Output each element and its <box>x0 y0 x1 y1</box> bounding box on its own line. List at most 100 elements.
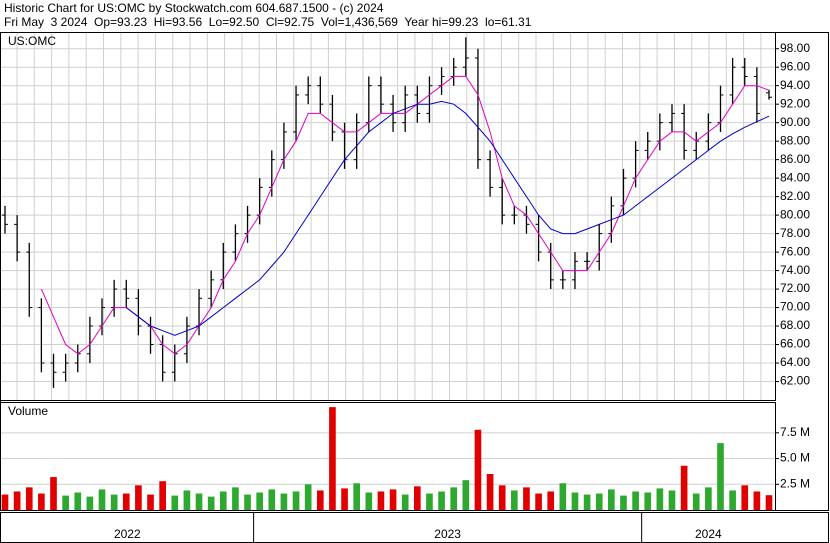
volume-bar <box>583 494 591 510</box>
y-tick-label: 98.00 <box>780 41 810 55</box>
volume-bar <box>268 489 276 510</box>
volume-bar <box>1 494 9 510</box>
volume-bar <box>183 490 191 510</box>
volume-bar <box>462 480 470 510</box>
volume-bar <box>741 485 749 510</box>
y-tick-label: 96.00 <box>780 59 810 73</box>
header-title: Historic Chart for US:OMC by Stockwatch.… <box>4 1 384 15</box>
volume-bar <box>25 487 33 510</box>
y-tick-label: 86.00 <box>780 152 810 166</box>
volume-bar <box>438 491 445 510</box>
volume-bar <box>171 495 179 510</box>
x-tick-label: 2023 <box>434 527 461 541</box>
volume-bar <box>207 496 215 510</box>
volume-bar <box>535 493 542 510</box>
volume-bar <box>50 477 57 510</box>
volume-bar <box>147 494 154 510</box>
volume-bar <box>62 495 69 510</box>
grid-layer: 62.00 64.00 66.00 68.00 70.00 72.00 74.00 76.00… <box>1 33 810 490</box>
y-tick-label: 64.00 <box>780 355 810 369</box>
x-tick-label: 2024 <box>695 527 722 541</box>
volume-bar <box>486 473 494 510</box>
y-tick-label: 78.00 <box>780 226 810 240</box>
volume-bar <box>219 491 227 510</box>
y-tick-label: 84.00 <box>780 170 810 184</box>
volume-bar <box>680 465 688 510</box>
volume-bar <box>122 493 130 510</box>
volume-bar <box>401 494 409 510</box>
volume-bar <box>692 493 700 510</box>
volume-bar <box>341 488 348 510</box>
volume-bar <box>729 490 736 510</box>
y-tick-label: 5.0 M <box>780 451 810 465</box>
volume-bar <box>110 494 118 510</box>
volume-bar <box>389 489 397 510</box>
volume-bar <box>426 493 433 510</box>
volume-bar <box>13 491 21 510</box>
volume-bar <box>159 481 166 510</box>
y-tick-label: 2.5 M <box>780 476 810 490</box>
moving-average <box>125 100 770 336</box>
y-tick-label: 90.00 <box>780 115 810 129</box>
y-tick-label: 76.00 <box>780 244 810 258</box>
volume-bar <box>292 491 300 510</box>
header-quote: Fri May 3 2024 Op=93.23 Hi=93.56 Lo=92.5… <box>4 15 532 29</box>
y-tick-label: 68.00 <box>780 318 810 332</box>
volume-bar <box>632 491 639 510</box>
volume-bar <box>135 485 142 510</box>
volume-box <box>6 405 58 419</box>
y-tick-label: 80.00 <box>780 207 810 221</box>
volume-bar <box>765 495 773 510</box>
y-tick-label: 82.00 <box>780 189 810 203</box>
volume-bar <box>329 407 336 510</box>
volume-bar <box>232 487 239 510</box>
volume-bar <box>656 488 664 510</box>
symbol-label: US:OMC <box>8 34 56 48</box>
volume-label: Volume <box>8 404 48 418</box>
volume-bar <box>571 492 579 510</box>
volume-bar <box>608 489 615 510</box>
y-tick-label: 88.00 <box>780 133 810 147</box>
volume-bar <box>316 490 324 510</box>
volume-bar <box>753 491 761 510</box>
y-tick-label: 7.5 M <box>780 425 810 439</box>
volume-bar <box>620 495 627 510</box>
volume-bar <box>644 492 652 510</box>
y-tick-label: 94.00 <box>780 78 810 92</box>
volume-bar <box>304 484 312 510</box>
volume-bar <box>498 485 506 510</box>
y-tick-label: 62.00 <box>780 374 810 388</box>
volume-bar <box>523 487 530 510</box>
y-tick-label: 66.00 <box>780 337 810 351</box>
volume-bar <box>244 494 251 510</box>
volume-bar <box>668 490 676 510</box>
moving-average <box>40 75 770 355</box>
volume-bar <box>377 491 385 510</box>
volume-bar <box>74 492 82 510</box>
y-tick-label: 92.00 <box>780 96 810 110</box>
volume-bar <box>365 492 373 510</box>
volume-bar <box>280 493 288 510</box>
volume-bar <box>717 443 724 510</box>
volume-bar <box>547 491 555 510</box>
volume-bar <box>511 490 518 510</box>
volume-bar <box>98 489 106 510</box>
x-tick-label: 2022 <box>114 527 141 541</box>
volume-bar <box>450 487 458 510</box>
y-tick-label: 72.00 <box>780 281 810 295</box>
volume-bar <box>86 496 94 510</box>
y-tick-label: 70.00 <box>780 300 810 314</box>
volume-bar <box>559 483 567 510</box>
volume-bar <box>256 492 263 510</box>
volume-bar <box>195 493 203 510</box>
outer-frame <box>0 32 829 511</box>
volume-bar <box>353 483 361 510</box>
volume-bar <box>595 493 603 510</box>
volume-bar <box>705 487 712 510</box>
volume-bar <box>474 429 482 510</box>
volume-bar <box>38 493 45 510</box>
marks-layer: 2022 2023 2024 <box>1 37 773 543</box>
volume-bar <box>413 486 421 510</box>
y-tick-label: 74.00 <box>780 263 810 277</box>
